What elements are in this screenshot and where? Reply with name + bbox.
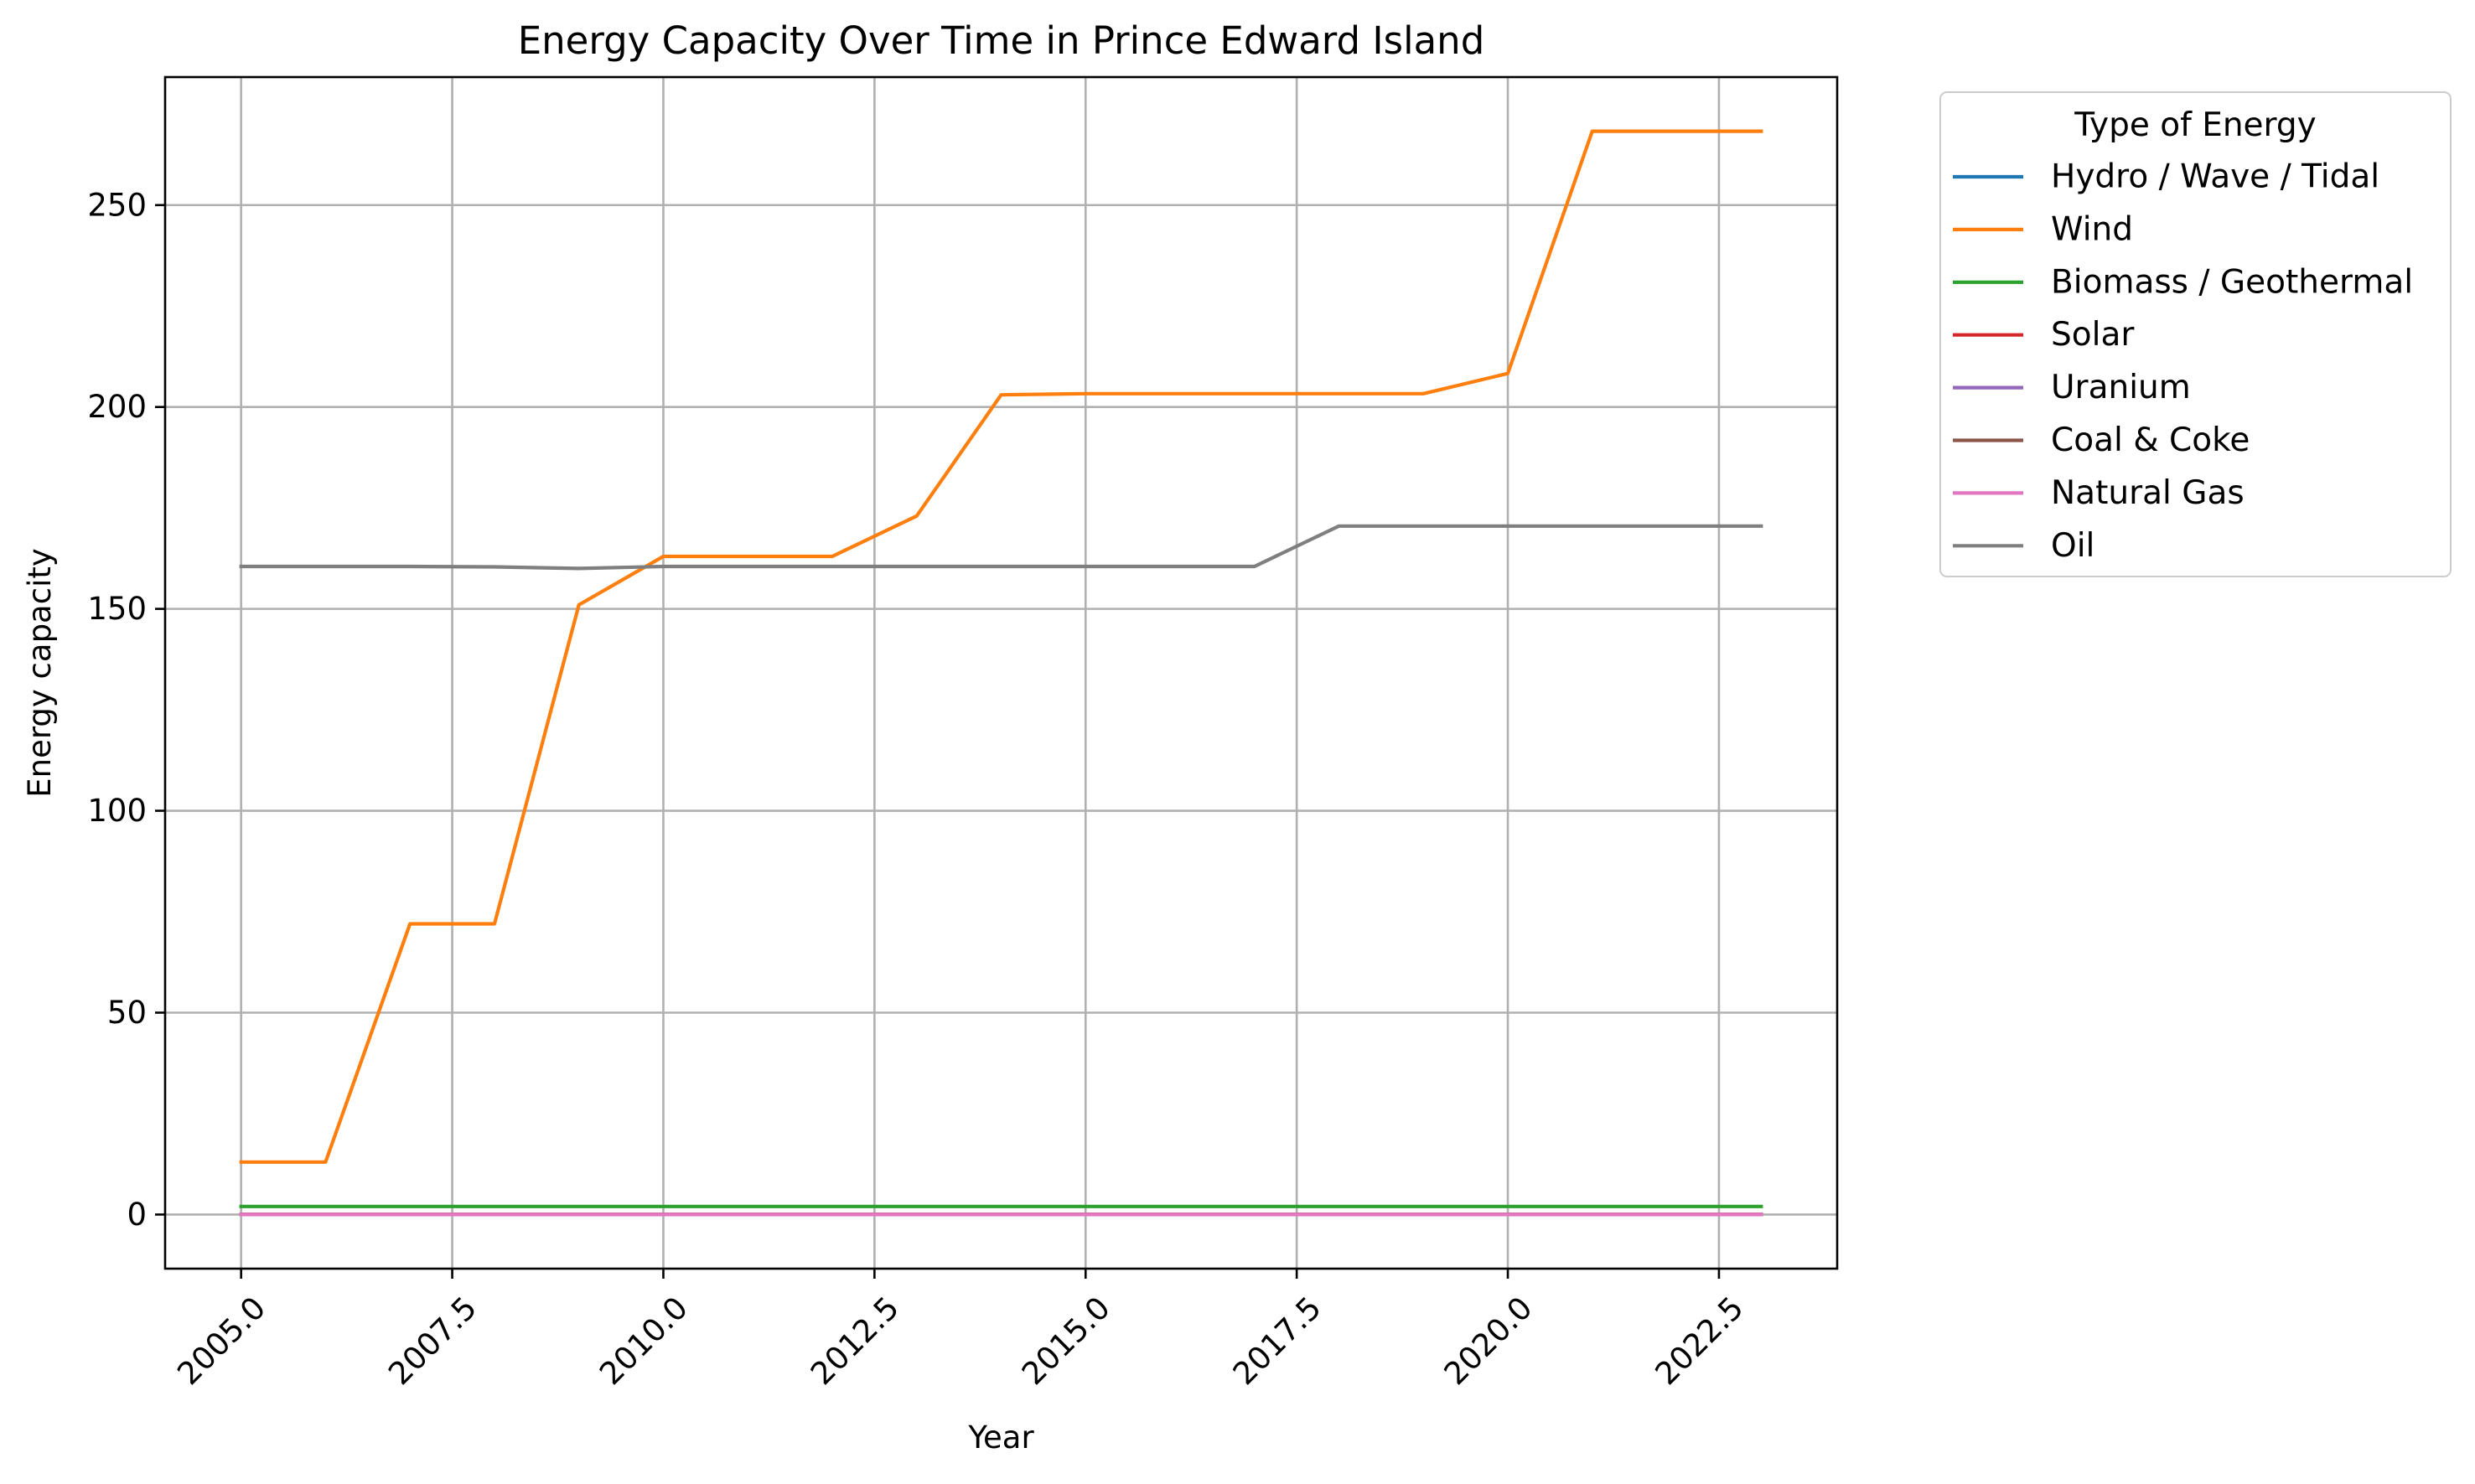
legend-label-hydro-wave-tidal: Hydro / Wave / Tidal	[2051, 158, 2379, 196]
y-tick-label: 150	[87, 591, 147, 627]
chart-title: Energy Capacity Over Time in Prince Edwa…	[518, 18, 1485, 63]
y-tick-label: 200	[87, 389, 147, 425]
plot-frame	[163, 75, 1839, 1270]
x-axis-label: Year	[967, 1419, 1034, 1456]
series-line-oil	[239, 524, 1763, 571]
legend-label-solar: Solar	[2051, 316, 2135, 354]
series-lines	[239, 129, 1763, 1217]
y-tick-label: 50	[107, 995, 147, 1031]
legend-label-wind: Wind	[2051, 210, 2133, 248]
y-tick-label: 100	[87, 793, 147, 829]
legend-box	[1939, 91, 2452, 577]
series-line-wind	[239, 129, 1763, 1164]
legend-label-uranium: Uranium	[2051, 369, 2191, 406]
legend-label-natural-gas: Natural Gas	[2051, 474, 2245, 512]
legend-title: Type of Energy	[2074, 106, 2317, 144]
y-tick-label: 0	[127, 1197, 147, 1233]
y-axis-label: Energy capacity	[22, 548, 58, 798]
legend-label-coal-coke: Coal & Coke	[2051, 421, 2250, 459]
y-tick-label: 250	[87, 187, 147, 223]
legend-label-biomass-geothermal: Biomass / Geothermal	[2051, 263, 2413, 301]
legend-label-oil: Oil	[2051, 527, 2094, 565]
legend-items: Hydro / Wave / Tidal Wind Biomass / Geothe…	[1953, 158, 2413, 565]
legend: Type of Energy Hydro / Wave / Tidal Wind B…	[1939, 91, 2452, 577]
